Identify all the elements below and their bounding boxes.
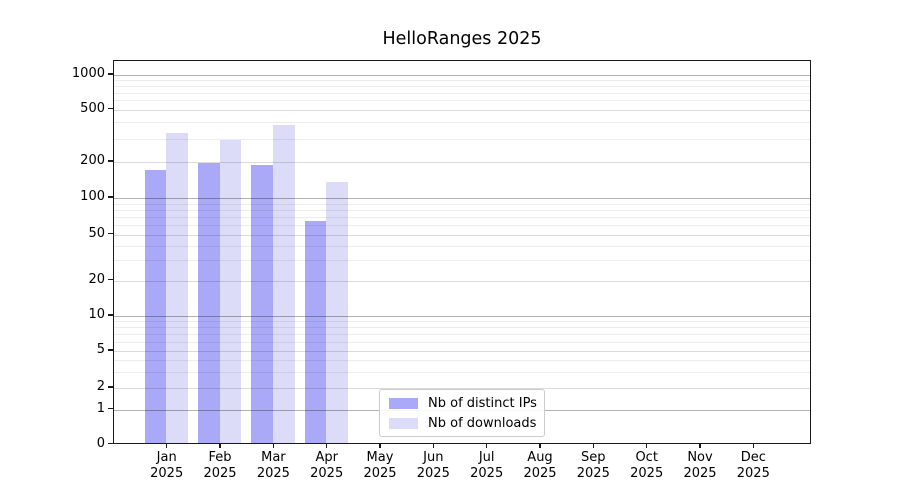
x-tick-label-jan: Jan 2025 bbox=[150, 449, 184, 481]
x-tick-label-mar: Mar 2025 bbox=[256, 449, 290, 481]
x-tick-label-may: May 2025 bbox=[363, 449, 397, 481]
gridline-minor bbox=[114, 321, 810, 323]
y-tick-label: 0 bbox=[96, 435, 105, 451]
bar-distinct-ips-jan bbox=[144, 170, 167, 443]
bar-distinct-ips-feb bbox=[197, 162, 220, 443]
legend: Nb of distinct IPs Nb of downloads bbox=[379, 389, 545, 437]
gridline-minor bbox=[114, 260, 810, 262]
gridline-minor bbox=[114, 224, 810, 226]
y-tick-label: 500 bbox=[80, 100, 105, 116]
gridline-minor bbox=[114, 245, 810, 247]
legend-swatch-downloads bbox=[389, 417, 418, 429]
gridline-minor bbox=[114, 327, 810, 329]
bar-downloads-jan bbox=[166, 133, 189, 443]
y-tick-mark bbox=[108, 107, 113, 110]
gridline-major bbox=[114, 198, 810, 199]
y-tick-label: 20 bbox=[88, 271, 105, 287]
gridline-minor bbox=[114, 122, 810, 124]
y-tick-label: 2 bbox=[96, 379, 105, 394]
y-tick-label: 200 bbox=[80, 153, 105, 168]
x-tick-mark bbox=[539, 443, 541, 448]
gridline-minor bbox=[114, 216, 810, 218]
gridline-medium bbox=[114, 351, 810, 352]
x-tick-mark bbox=[699, 443, 701, 448]
y-tick-mark bbox=[108, 160, 113, 162]
y-tick-mark bbox=[108, 314, 113, 316]
gridline-medium bbox=[114, 162, 810, 163]
y-tick-label: 1000 bbox=[71, 66, 105, 81]
x-tick-mark bbox=[326, 443, 328, 448]
x-tick-label-dec: Dec 2025 bbox=[736, 449, 770, 481]
y-tick-mark bbox=[108, 278, 113, 281]
y-tick-mark bbox=[108, 196, 113, 198]
legend-item-distinct-ips: Nb of distinct IPs bbox=[389, 395, 537, 411]
y-tick-mark bbox=[108, 386, 113, 388]
bar-distinct-ips-mar bbox=[251, 164, 273, 443]
y-tick-mark bbox=[108, 442, 113, 445]
gridline-medium bbox=[114, 280, 810, 282]
x-tick-label-jul: Jul 2025 bbox=[470, 449, 504, 481]
x-tick-mark bbox=[646, 443, 648, 448]
x-tick-mark bbox=[219, 443, 221, 448]
gridline-minor bbox=[114, 209, 810, 211]
x-tick-mark bbox=[592, 443, 594, 448]
bar-downloads-apr bbox=[326, 182, 349, 443]
legend-label: Nb of distinct IPs bbox=[428, 395, 537, 411]
x-tick-mark bbox=[752, 443, 754, 448]
legend-swatch-distinct-ips bbox=[389, 397, 418, 409]
x-tick-mark bbox=[379, 443, 381, 448]
gridline-medium bbox=[114, 388, 810, 389]
gridline-minor bbox=[114, 203, 810, 205]
x-tick-label-jun: Jun 2025 bbox=[416, 449, 450, 481]
gridline-major bbox=[114, 75, 810, 76]
x-tick-mark bbox=[486, 443, 488, 448]
x-tick-mark bbox=[272, 443, 274, 448]
legend-item-downloads: Nb of downloads bbox=[389, 416, 536, 431]
x-tick-label-aug: Aug 2025 bbox=[523, 449, 557, 481]
y-tick-mark bbox=[108, 349, 113, 351]
y-tick-mark bbox=[108, 73, 113, 75]
y-tick-mark bbox=[108, 407, 113, 410]
y-tick-label: 10 bbox=[88, 307, 105, 322]
gridline-medium bbox=[114, 109, 810, 111]
x-tick-label-feb: Feb 2025 bbox=[203, 449, 237, 481]
gridline-minor bbox=[114, 360, 810, 361]
y-tick-mark bbox=[108, 232, 113, 235]
gridline-minor bbox=[114, 138, 810, 140]
chart-title: HelloRanges 2025 bbox=[382, 29, 542, 49]
y-tick-label: 1 bbox=[96, 400, 105, 416]
gridline-medium bbox=[114, 234, 810, 236]
x-tick-label-sep: Sep 2025 bbox=[576, 449, 610, 481]
x-tick-label-nov: Nov 2025 bbox=[683, 449, 717, 481]
y-tick-label: 5 bbox=[96, 342, 105, 357]
gridline-minor bbox=[114, 92, 810, 94]
bar-downloads-feb bbox=[219, 139, 242, 443]
x-tick-mark bbox=[432, 443, 434, 448]
legend-label: Nb of downloads bbox=[428, 415, 537, 431]
gridline-major bbox=[114, 316, 810, 317]
bar-downloads-mar bbox=[273, 124, 295, 443]
x-tick-label-apr: Apr 2025 bbox=[310, 449, 344, 481]
gridline-minor bbox=[114, 80, 810, 82]
plot-area bbox=[113, 60, 811, 444]
gridline-minor bbox=[114, 86, 810, 88]
gridline-minor bbox=[114, 100, 810, 102]
y-tick-label: 100 bbox=[80, 189, 105, 204]
gridline-minor bbox=[114, 334, 810, 335]
x-tick-label-oct: Oct 2025 bbox=[630, 449, 664, 481]
y-tick-label: 50 bbox=[88, 225, 105, 241]
bar-distinct-ips-apr bbox=[304, 221, 327, 443]
gridline-minor bbox=[114, 371, 810, 373]
x-tick-mark bbox=[166, 443, 168, 448]
gridline-minor bbox=[114, 341, 810, 343]
